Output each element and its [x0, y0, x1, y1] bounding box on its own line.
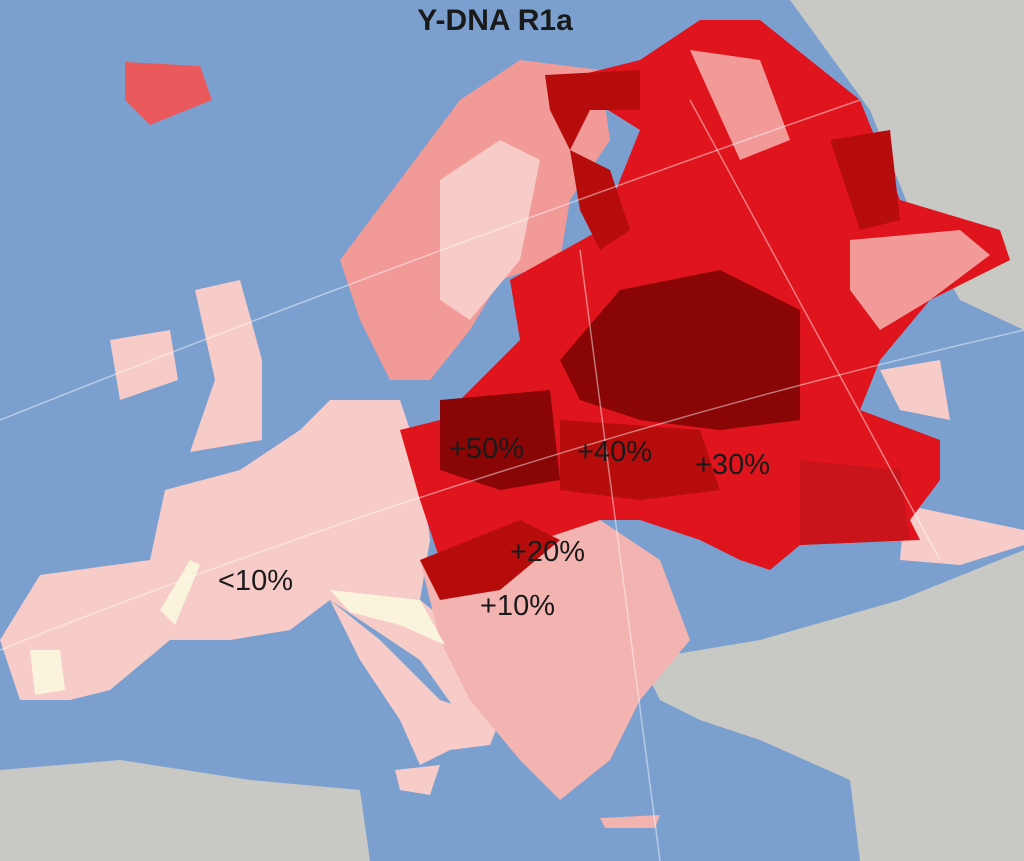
western-europe: [0, 400, 505, 730]
anatolia-middle-east: [640, 550, 1024, 861]
belarus-russia-highest: [560, 270, 800, 430]
ukraine-very-high: [560, 420, 720, 500]
kola-peninsula: [545, 70, 640, 150]
label-less-than-10-percent: <10%: [218, 565, 293, 597]
label-50-percent: +50%: [449, 433, 524, 465]
alps-absent: [330, 590, 445, 645]
poland-highest: [440, 390, 560, 490]
label-10-percent: +10%: [480, 590, 555, 622]
graticule: [0, 99, 1024, 861]
iberia-absent: [30, 650, 65, 695]
sicily: [395, 765, 440, 795]
crete: [600, 815, 660, 828]
label-20-percent: +20%: [510, 536, 585, 568]
ireland: [110, 330, 178, 400]
carpathian-band: [420, 520, 560, 600]
italy: [330, 600, 500, 765]
caucasus: [900, 505, 1024, 565]
label-30-percent: +30%: [695, 449, 770, 481]
label-40-percent: +40%: [577, 436, 652, 468]
map-title: Y-DNA R1a: [417, 4, 573, 37]
northeast-dark: [830, 130, 900, 230]
volga-light: [850, 230, 990, 330]
north-africa: [0, 760, 370, 861]
don-region: [800, 460, 910, 545]
karelia: [570, 150, 630, 250]
pyrenees-absent: [160, 560, 200, 625]
iceland: [125, 62, 212, 125]
sweden-light: [440, 140, 540, 320]
great-britain: [190, 280, 262, 452]
russia-north-light: [690, 50, 790, 160]
russia-south-light: [880, 360, 950, 420]
